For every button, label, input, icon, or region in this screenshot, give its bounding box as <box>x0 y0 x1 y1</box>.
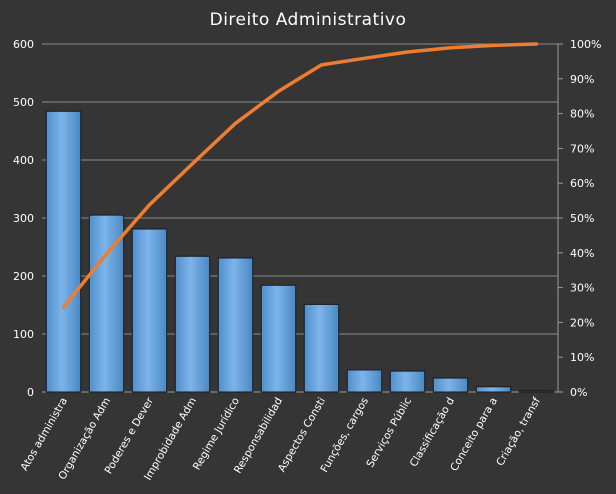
y-left-tick-label: 500 <box>13 96 34 109</box>
chart-title: Direito Administrativo <box>210 10 407 30</box>
category-label: Classificação d <box>408 396 457 470</box>
category-label: Conceito para a <box>448 396 500 474</box>
y-right-tick-label: 90% <box>570 73 594 86</box>
y-right-tick-label: 60% <box>570 177 594 190</box>
bar <box>174 255 211 393</box>
category-label: Atos administra <box>18 396 70 473</box>
bar-layer <box>45 110 555 393</box>
y-right-tick-label: 50% <box>570 212 594 225</box>
bar <box>346 369 383 393</box>
category-label: Funções, cargos <box>318 396 371 475</box>
y-right-tick-label: 30% <box>570 282 594 295</box>
y-right-tick-label: 10% <box>570 351 594 364</box>
category-label: Serviços Públic <box>364 395 414 469</box>
y-left-tick-label: 0 <box>27 386 34 399</box>
y-right-tick-label: 40% <box>570 247 594 260</box>
y-right-tick-label: 70% <box>570 142 594 155</box>
category-label: Regime Jurídico <box>191 396 242 473</box>
grid-layer <box>42 43 558 393</box>
bar <box>303 303 340 393</box>
y-right-tick-label: 20% <box>570 316 594 329</box>
category-label: Criação, transf <box>494 395 543 468</box>
category-label: Aspectos Consti <box>276 396 328 475</box>
bar <box>88 214 125 393</box>
cumulative-percent-line <box>61 42 539 310</box>
y-left-tick-label: 300 <box>13 212 34 225</box>
bar <box>260 284 297 393</box>
y-left-tick-label: 600 <box>13 38 34 51</box>
bar <box>389 370 426 393</box>
y-right-tick-label: 80% <box>570 108 594 121</box>
y-left-tick-label: 400 <box>13 154 34 167</box>
bar <box>475 386 512 393</box>
y-left-tick-label: 100 <box>13 328 34 341</box>
y-left-tick-label: 200 <box>13 270 34 283</box>
cumulative-line-layer <box>61 42 539 310</box>
bar <box>45 110 82 393</box>
y-right-tick-label: 0% <box>570 386 587 399</box>
category-label: Responsabilidad <box>232 396 285 476</box>
bar <box>131 228 168 393</box>
bar <box>217 257 254 393</box>
right-axis: 0% 10% 20% 30% 40% 50% 60% 70% 80% 90% 100% <box>557 38 601 399</box>
y-right-tick-label: 100% <box>570 38 601 51</box>
bar <box>518 390 555 393</box>
left-axis: 0 100 200 300 400 500 600 <box>13 38 34 399</box>
bar <box>432 377 469 393</box>
